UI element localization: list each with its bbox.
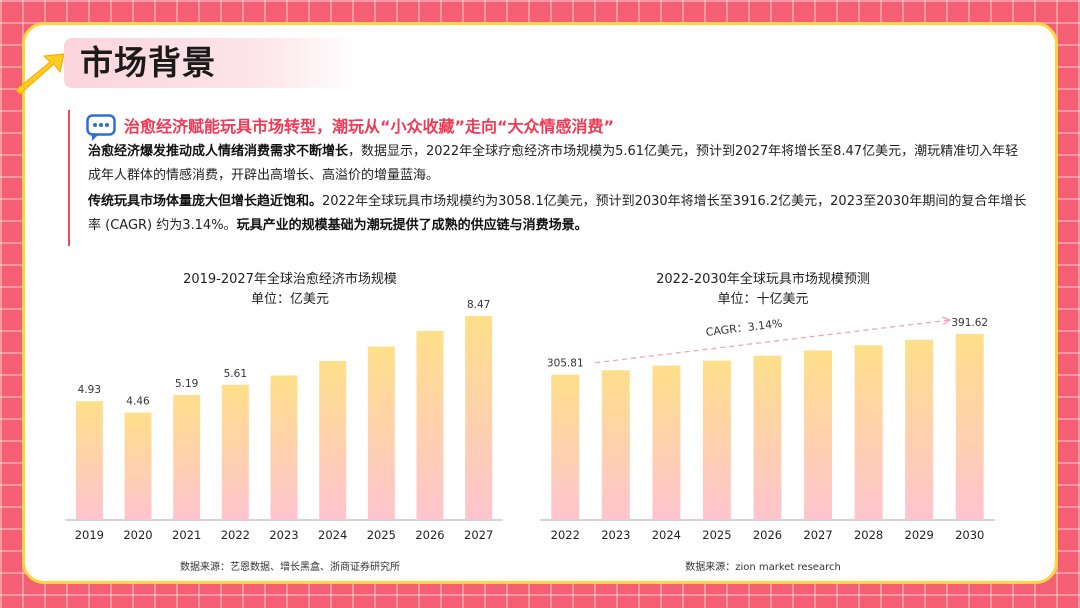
x-tick-label: 2022 xyxy=(551,528,580,542)
chat-bubble-icon xyxy=(86,114,116,141)
chart2-title-block: 2022-2030年全球玩具市场规模预测 单位：十亿美元 xyxy=(548,270,978,310)
bar-2025 xyxy=(367,346,395,520)
bar-2027 xyxy=(465,315,493,520)
bar-2024 xyxy=(652,365,681,520)
bar-2023 xyxy=(601,370,630,520)
bar-2022 xyxy=(221,384,249,520)
x-tick-label: 2027 xyxy=(803,528,832,542)
title-highlight xyxy=(64,38,354,88)
paragraph-bold: 治愈经济爆发推动成人情绪消费需求不断增长 xyxy=(88,144,349,159)
chart1-subtitle: 单位：亿美元 xyxy=(250,292,329,307)
cagr-arrowhead-icon xyxy=(942,316,952,326)
x-tick-label: 2021 xyxy=(172,528,201,542)
x-tick-label: 2024 xyxy=(318,528,347,542)
x-tick-label: 2026 xyxy=(415,528,444,542)
arrow-icon xyxy=(16,53,65,95)
chart2-source: 数据来源：zion market research xyxy=(685,562,841,573)
x-tick-label: 2030 xyxy=(955,528,984,542)
data-label: 5.61 xyxy=(224,368,247,380)
paragraph-text: ，数据显示，2022年全球疗愈经济市场规模为5.61亿美元，预计到2027年将增… xyxy=(88,144,1019,183)
paragraph-healing-economy: 治愈经济爆发推动成人情绪消费需求不断增长，数据显示，2022年全球疗愈经济市场规… xyxy=(88,140,1028,188)
bar-2025 xyxy=(702,360,731,520)
data-label: 4.93 xyxy=(78,384,101,396)
data-label: 305.81 xyxy=(547,358,584,370)
data-label: 8.47 xyxy=(467,299,490,311)
cagr-annotation: CAGR：3.14% xyxy=(705,317,783,339)
data-label: 5.19 xyxy=(175,378,198,390)
x-tick-label: 2028 xyxy=(854,528,883,542)
bar-2020 xyxy=(124,412,152,520)
paragraph-text: 2022年全球玩具市场规模约为3058.1亿美元，预计到2030年将增长至391… xyxy=(88,194,1027,233)
data-label: 391.62 xyxy=(951,317,988,329)
paragraph-toy-market: 传统玩具市场体量庞大但增长趋近饱和。2022年全球玩具市场规模约为3058.1亿… xyxy=(88,190,1028,238)
x-tick-label: 2024 xyxy=(652,528,681,542)
x-tick-label: 2025 xyxy=(702,528,731,542)
x-tick-label: 2026 xyxy=(753,528,782,542)
x-tick-label: 2025 xyxy=(367,528,396,542)
x-tick-label: 2029 xyxy=(905,528,934,542)
paragraph-bold: 传统玩具市场体量庞大但增长趋近饱和。 xyxy=(88,194,323,209)
bar-2024 xyxy=(319,361,347,520)
chart1-source: 数据来源：艺恩数据、增长黑盒、浙商证券研究所 xyxy=(180,562,400,573)
bar-2027 xyxy=(804,350,833,520)
x-tick-label: 2027 xyxy=(464,528,493,542)
bar-2019 xyxy=(75,401,103,520)
x-tick-label: 2023 xyxy=(269,528,298,542)
paragraph-bold-closing: 玩具产业的规模基础为潮玩提供了成熟的供应链与消费场景。 xyxy=(236,218,588,233)
data-label: 4.46 xyxy=(126,396,150,408)
intro-headline: 治愈经济赋能玩具市场转型，潮玩从“小众收藏”走向“大众情感消费” xyxy=(124,117,615,136)
bar-2023 xyxy=(270,375,298,520)
x-tick-label: 2022 xyxy=(221,528,250,542)
chart2-title: 2022-2030年全球玩具市场规模预测 xyxy=(656,272,870,287)
bar-2026 xyxy=(753,355,782,520)
bar-2030 xyxy=(955,333,984,520)
page-title: 市场背景 xyxy=(80,43,216,82)
chart2-subtitle: 单位：十亿美元 xyxy=(717,292,809,307)
bar-2026 xyxy=(416,330,444,520)
bar-2029 xyxy=(905,339,934,520)
bar-2028 xyxy=(854,345,883,520)
x-tick-label: 2023 xyxy=(601,528,630,542)
bar-2021 xyxy=(173,394,201,520)
bar-2022 xyxy=(551,374,580,520)
chart1-title-block: 2019-2027年全球治愈经济市场规模 单位：亿美元 xyxy=(80,270,500,310)
chart1-title: 2019-2027年全球治愈经济市场规模 xyxy=(183,272,397,287)
cagr-trend-line xyxy=(595,319,950,364)
x-tick-label: 2019 xyxy=(75,528,104,542)
x-tick-label: 2020 xyxy=(123,528,152,542)
intro-section: 治愈经济赋能玩具市场转型，潮玩从“小众收藏”走向“大众情感消费” 治愈经济爆发推… xyxy=(68,110,1030,246)
